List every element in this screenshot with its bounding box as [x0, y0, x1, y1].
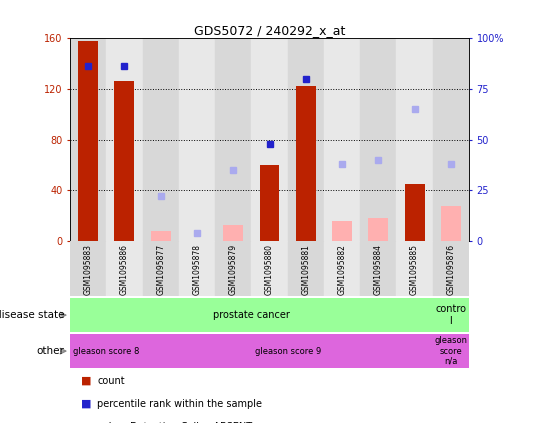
Text: gleason score 9: gleason score 9	[254, 346, 321, 356]
Text: GSM1095885: GSM1095885	[410, 244, 419, 295]
Bar	[78, 41, 98, 241]
Bar	[179, 241, 215, 296]
Bar	[433, 241, 469, 296]
Bar	[143, 241, 179, 296]
Text: GSM1095884: GSM1095884	[374, 244, 383, 295]
Text: gleason
score
n/a: gleason score n/a	[434, 336, 467, 366]
Bar	[360, 38, 396, 241]
Bar	[151, 231, 171, 241]
Bar	[70, 241, 106, 296]
Bar	[441, 206, 461, 241]
Text: GSM1095879: GSM1095879	[229, 244, 238, 295]
Text: GSM1095883: GSM1095883	[84, 244, 93, 295]
Bar	[114, 81, 134, 241]
Text: gleason score 8: gleason score 8	[73, 346, 140, 356]
Bar	[433, 298, 469, 332]
Bar	[143, 38, 179, 241]
Bar	[368, 218, 388, 241]
Text: count: count	[97, 376, 125, 386]
Text: other: other	[37, 346, 65, 356]
Bar	[405, 184, 425, 241]
Bar	[260, 165, 279, 241]
Text: ■: ■	[81, 422, 91, 423]
Bar	[251, 38, 288, 241]
Bar	[215, 241, 251, 296]
Text: GSM1095886: GSM1095886	[120, 244, 129, 295]
Bar	[433, 334, 469, 368]
Bar	[179, 38, 215, 241]
Text: GSM1095877: GSM1095877	[156, 244, 165, 295]
Text: prostate cancer: prostate cancer	[213, 310, 290, 320]
Bar	[332, 221, 352, 241]
Text: contro
l: contro l	[436, 304, 466, 326]
Text: GSM1095882: GSM1095882	[337, 244, 347, 295]
Text: GSM1095876: GSM1095876	[446, 244, 455, 295]
Text: GSM1095880: GSM1095880	[265, 244, 274, 295]
Bar	[296, 86, 316, 241]
Bar	[70, 38, 106, 241]
Text: ■: ■	[81, 376, 91, 386]
Bar	[106, 38, 143, 241]
Bar	[360, 241, 396, 296]
Text: GSM1095881: GSM1095881	[301, 244, 310, 295]
Bar	[288, 241, 324, 296]
Text: disease state: disease state	[0, 310, 65, 320]
Bar	[433, 38, 469, 241]
Bar	[396, 241, 433, 296]
Bar	[143, 334, 433, 368]
Text: value, Detection Call = ABSENT: value, Detection Call = ABSENT	[97, 422, 252, 423]
Bar	[251, 241, 288, 296]
Bar	[70, 334, 143, 368]
Bar	[324, 241, 360, 296]
Text: percentile rank within the sample: percentile rank within the sample	[97, 399, 262, 409]
Bar	[396, 38, 433, 241]
Text: ■: ■	[81, 399, 91, 409]
Bar	[324, 38, 360, 241]
Text: GSM1095878: GSM1095878	[192, 244, 202, 295]
Bar	[106, 241, 143, 296]
Bar	[223, 225, 243, 241]
Bar	[288, 38, 324, 241]
Title: GDS5072 / 240292_x_at: GDS5072 / 240292_x_at	[194, 24, 345, 37]
Bar	[215, 38, 251, 241]
